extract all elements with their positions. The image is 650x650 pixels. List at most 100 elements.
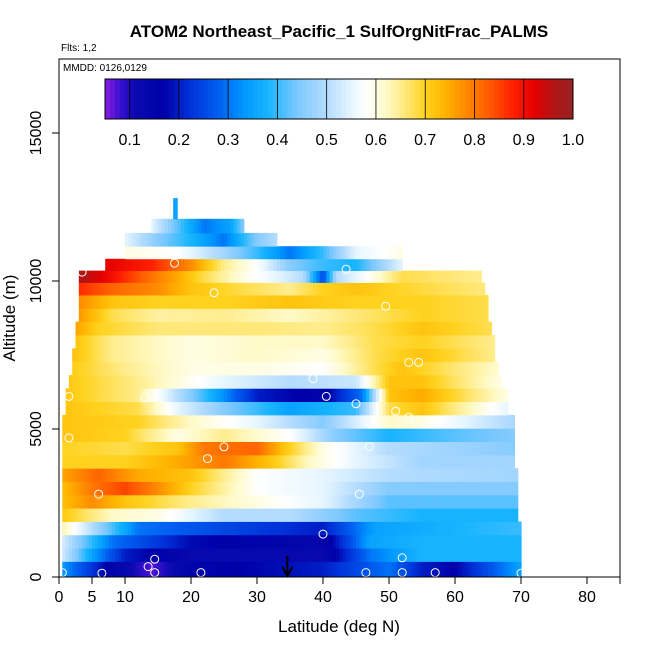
heat-cell — [237, 374, 242, 389]
heat-cell — [240, 548, 245, 562]
heat-cell — [230, 246, 235, 260]
heat-cell — [167, 508, 172, 522]
heat-cell — [233, 282, 238, 296]
heat-cell — [128, 548, 133, 562]
heat-cell — [296, 374, 301, 389]
heat-cell — [441, 321, 446, 336]
heat-cell — [214, 561, 218, 578]
heat-cell — [303, 308, 308, 323]
heat-cell — [422, 441, 426, 456]
heat-cell — [293, 534, 298, 549]
colorbar-tick-label: 0.3 — [217, 132, 239, 149]
heat-cell — [266, 361, 271, 376]
heat-cell — [336, 388, 341, 403]
heat-cell — [435, 401, 440, 416]
heat-cell — [95, 282, 100, 296]
heat-cell — [359, 388, 364, 403]
heat-cell — [402, 335, 407, 349]
heat-cell — [194, 428, 199, 442]
heat-cell — [151, 361, 156, 376]
heat-cell — [263, 295, 268, 309]
heat-cell — [220, 388, 225, 403]
heat-cell — [95, 494, 100, 509]
heat-cell — [171, 374, 176, 389]
heat-cell — [392, 414, 397, 429]
heat-cell — [441, 521, 446, 536]
heat-cell — [276, 282, 281, 296]
heat-cell — [78, 428, 83, 442]
heat-cell — [78, 534, 83, 549]
heat-cell — [210, 335, 215, 349]
heat-cell — [329, 468, 334, 482]
heat-cell — [481, 414, 486, 429]
heat-cell — [131, 481, 136, 496]
heat-cell — [402, 414, 407, 429]
heat-cell — [217, 295, 222, 309]
heat-cell — [144, 508, 149, 522]
heat-cell — [181, 414, 185, 429]
colorbar-segment — [499, 79, 505, 119]
heat-cell — [382, 534, 387, 549]
heat-cell — [276, 246, 281, 260]
heat-cell — [138, 348, 143, 363]
heat-cell — [296, 335, 301, 349]
heat-cell — [319, 246, 324, 260]
heat-cell — [154, 428, 159, 442]
heat-cell — [111, 534, 116, 549]
heat-cell — [468, 335, 473, 349]
heat-cell — [158, 348, 162, 363]
heat-cell — [92, 335, 96, 349]
dates-subtitle: MMDD: 0126,0129 — [63, 63, 147, 74]
heat-cell — [224, 348, 228, 363]
heat-cell — [187, 348, 192, 363]
heat-cell — [204, 534, 209, 549]
heat-cell — [481, 335, 486, 349]
heat-cell — [415, 414, 420, 429]
heat-cell — [220, 441, 225, 456]
heat-cell — [362, 468, 367, 482]
heat-cell — [323, 414, 327, 429]
heat-cell — [385, 521, 390, 536]
heat-cell — [471, 401, 476, 416]
heat-cell — [210, 494, 215, 509]
heat-cell — [158, 468, 162, 482]
heat-cell — [398, 428, 403, 442]
heat-cell — [101, 401, 106, 416]
heat-cell — [418, 348, 423, 363]
heat-cell — [385, 258, 390, 272]
heat-cell — [326, 548, 331, 562]
heat-cell — [392, 335, 397, 349]
heat-cell — [164, 561, 169, 578]
heat-cell — [342, 401, 347, 416]
heat-cell — [78, 548, 83, 562]
heat-cell — [263, 348, 268, 363]
heat-cell — [177, 308, 182, 323]
heat-cell — [214, 441, 218, 456]
heat-cell — [82, 428, 86, 442]
heat-cell — [207, 388, 212, 403]
heat-cell — [184, 374, 189, 389]
heat-cell — [78, 295, 83, 309]
heat-cell — [464, 428, 469, 442]
heat-cell — [227, 361, 232, 376]
heat-cell — [359, 494, 364, 509]
heat-cell — [306, 361, 311, 376]
heat-cell — [319, 414, 324, 429]
sample-marker — [203, 454, 212, 464]
heat-cell — [115, 428, 119, 442]
heat-cell — [425, 548, 430, 562]
heat-cell — [488, 534, 492, 549]
heat-cell — [415, 481, 420, 496]
heat-cell — [207, 282, 212, 296]
heat-cell — [125, 428, 129, 442]
heat-cell — [342, 468, 347, 482]
heat-cell — [266, 258, 271, 272]
heat-cell — [98, 534, 103, 549]
heat-cell — [118, 270, 123, 283]
heat-cell — [276, 401, 281, 416]
heat-cell — [247, 374, 251, 389]
heat-cell — [220, 414, 225, 429]
heat-cell — [72, 494, 77, 509]
heat-cell — [184, 401, 189, 416]
heat-cell — [448, 414, 453, 429]
